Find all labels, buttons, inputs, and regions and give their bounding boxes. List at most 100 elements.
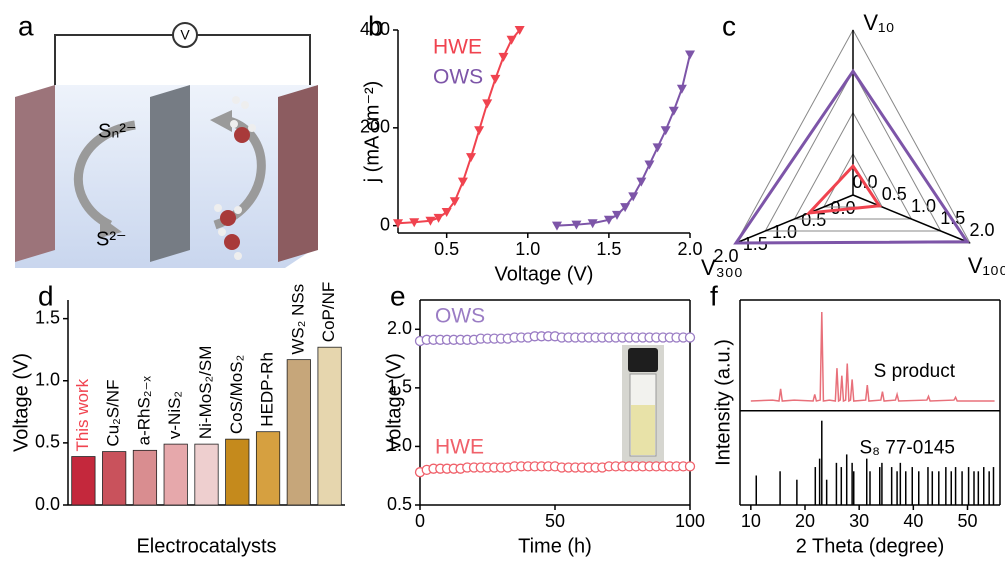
bar: [225, 438, 250, 506]
x-axis-title: Time (h): [518, 535, 592, 557]
panel-label: a: [18, 10, 34, 41]
bar: [71, 456, 96, 506]
radar-axis: [735, 194, 854, 244]
marker: [684, 461, 696, 472]
marker: [612, 210, 622, 220]
marker: [409, 218, 420, 228]
marker: [433, 213, 444, 223]
marker: [636, 177, 647, 187]
vial-photo: [622, 345, 664, 463]
y-tick-label: 0: [380, 214, 390, 234]
x-axis-title: Electrocatalysts: [136, 535, 276, 557]
marker: [482, 99, 493, 109]
species-label: S²⁻: [96, 228, 127, 250]
marker: [684, 332, 696, 343]
marker: [644, 160, 655, 170]
arrow: [73, 120, 136, 230]
x-tick-label: 2.0: [677, 239, 702, 259]
y-tick-label: 1.0: [35, 370, 60, 390]
legend-entry: OWS: [433, 66, 483, 89]
line: [556, 54, 691, 227]
grid-ring: [764, 70, 942, 232]
category-label: HEDP-Rh: [258, 352, 277, 427]
voltmeter: [172, 22, 198, 48]
marker: [441, 207, 452, 217]
grid-ring: [793, 111, 913, 220]
marker: [490, 74, 501, 84]
marker: [628, 192, 639, 202]
x-tick-label: 1.5: [596, 239, 621, 259]
bar: [317, 346, 342, 506]
y-tick-label: 400: [360, 19, 390, 39]
x-tick-label: 100: [675, 511, 705, 531]
radar-axis: [852, 194, 971, 244]
category-label: WS₂ NSs: [288, 284, 307, 355]
water-molecules: [214, 96, 256, 260]
bar: [194, 443, 219, 506]
marker: [466, 153, 476, 163]
marker: [620, 203, 631, 213]
marker: [457, 177, 468, 187]
y-tick-label: 0.0: [35, 494, 60, 514]
y-axis-title: Voltage (V): [383, 353, 405, 452]
axis-name: V₁₀: [863, 10, 894, 35]
x-axis-title: 2 Theta (degree): [796, 535, 945, 557]
series-label: S product: [874, 361, 956, 382]
arrow-head: [210, 110, 232, 132]
pattern-line: [750, 311, 995, 403]
marker: [587, 219, 598, 229]
panel-label: b: [368, 10, 384, 41]
marker: [506, 35, 517, 45]
y-axis-title: Intensity (a.u.): [712, 339, 734, 466]
x-tick-label: 30: [849, 511, 869, 531]
y-axis-title: j (mA cm⁻²): [361, 81, 383, 184]
category-label: This work: [73, 378, 92, 451]
species-label: Sₙ²⁻: [98, 120, 137, 142]
category-label: CoS/MoS₂: [227, 355, 246, 434]
y-tick-label: 1.5: [35, 307, 60, 327]
x-tick-label: 0: [415, 511, 425, 531]
series-label: HWE: [435, 436, 484, 459]
x-tick-label: 40: [903, 511, 923, 531]
x-tick-label: 1.0: [515, 239, 540, 259]
marker: [685, 50, 695, 60]
x-tick-label: 0.5: [434, 239, 459, 259]
line: [397, 29, 521, 225]
marker: [425, 216, 436, 226]
r-tick-label: 2.0: [969, 220, 994, 240]
radar-series: [805, 163, 882, 215]
panel-label: e: [390, 280, 406, 311]
left-electrode: [15, 85, 55, 262]
x-tick-label: 20: [795, 511, 815, 531]
y-tick-label: 2.0: [387, 318, 412, 338]
category-label: a-RhS₂₋ₓ: [134, 376, 153, 446]
x-tick-label: 50: [957, 511, 977, 531]
y-tick-label: 0.5: [387, 494, 412, 514]
schematic: a V Sₙ²⁻ S²⁻: [15, 10, 318, 268]
axis-name: V₃₀₀: [701, 255, 743, 280]
marker: [668, 106, 679, 116]
marker: [551, 221, 562, 231]
panel-label: d: [38, 280, 54, 311]
r-tick-label: 0.0: [830, 198, 855, 218]
panel-label: c: [722, 10, 736, 41]
x-tick-label: 50: [545, 511, 565, 531]
voltmeter-label: V: [180, 27, 190, 43]
series-label: OWS: [435, 305, 485, 328]
bar: [286, 359, 311, 506]
category-label: v-NiS₂: [165, 391, 184, 439]
bar: [163, 443, 188, 506]
x-tick-label: 10: [741, 511, 761, 531]
y-tick-label: 1.5: [387, 377, 412, 397]
membrane: [150, 85, 190, 262]
marker: [676, 84, 687, 94]
series-label: S₈ 77-0145: [859, 438, 955, 459]
category-label: Ni-MoS₂/SM: [196, 346, 215, 440]
marker: [449, 197, 460, 207]
x-axis-title: Voltage (V): [495, 263, 594, 285]
r-tick-label: 1.0: [772, 222, 797, 242]
radar-series: [733, 68, 970, 245]
bar: [132, 449, 158, 506]
axis-name: V₁₀₀: [968, 253, 1005, 278]
marker: [571, 220, 582, 230]
